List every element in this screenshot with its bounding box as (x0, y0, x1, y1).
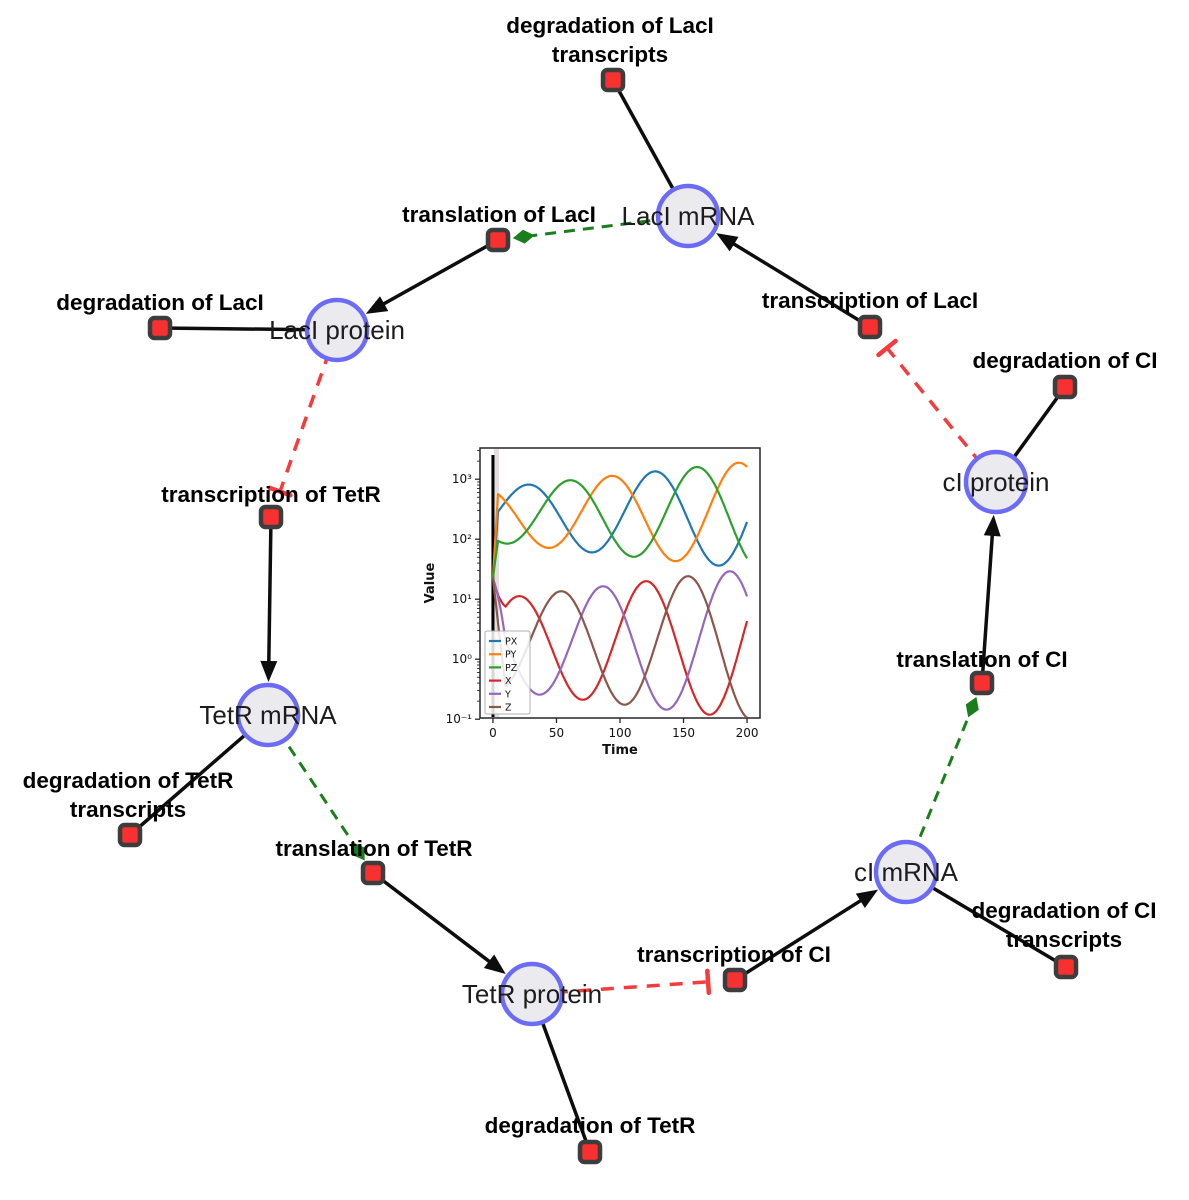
reaction-node-translation-laci[interactable] (485, 227, 511, 253)
edge-laci-mrna-translation-laci-diamond-head (512, 229, 535, 244)
reaction-label-deg-tetr: degradation of TetR (485, 1113, 696, 1138)
legend-entry-PZ: PZ (505, 663, 518, 674)
labels-layer: degradation of LacI transcripts translatio… (23, 13, 1158, 1138)
legend-entry-PY: PY (505, 650, 517, 661)
series-curve-PY (491, 461, 748, 579)
edge-transcription-laci-laci-mrna-line (722, 236, 872, 329)
edge-transcription-tetr-tetr-mrna-line (266, 515, 273, 675)
reaction-label-translation-ci: translation of CI (896, 647, 1067, 672)
y-tick-label: 10² (452, 532, 472, 546)
series-curve-PX (491, 470, 749, 579)
reaction-label-transcription-tetr: transcription of TetR (161, 482, 381, 507)
legend-entry-Y: Y (504, 689, 511, 700)
species-node-tetr-mrna[interactable] (235, 682, 301, 748)
reaction-node-transcription-tetr[interactable] (258, 504, 284, 530)
species-label-ci-mrna: cI mRNA (854, 857, 959, 887)
edge-transcription-ci-ci-mrna-arrowhead (855, 889, 879, 909)
reaction-label-deg-laci: degradation of LacI (56, 290, 264, 315)
edge-tetr-protein-transcription-ci-tbar-head (705, 968, 712, 996)
reaction-node-translation-tetr[interactable] (360, 860, 386, 886)
x-tick-label: 200 (736, 726, 759, 740)
series-curve-X (491, 577, 749, 716)
reaction-label-deg-ci: degradation of CI (973, 348, 1158, 373)
reaction-label-transcription-laci: transcription of LacI (762, 288, 978, 313)
edge-transcription-laci-laci-mrna-arrowhead (716, 233, 739, 252)
species-label-laci-mrna: LacI mRNA (622, 201, 756, 231)
series-curve-Y (491, 570, 749, 711)
x-tick-label: 50 (549, 726, 564, 740)
reaction-node-deg-laci-transcripts[interactable] (600, 67, 626, 93)
edge-ci-mrna-translation-ci-diamond-head (965, 696, 979, 718)
reaction-node-deg-laci[interactable] (147, 315, 173, 341)
edge-transcription-ci-ci-mrna-line (733, 892, 873, 982)
edge-translation-laci-laci-protein-line (371, 238, 500, 312)
edge-ci-protein-transcription-laci-tbar-head (876, 338, 898, 358)
legend-entry-Z: Z (505, 703, 512, 714)
y-tick-label: 10¹ (452, 592, 472, 606)
legend-entry-PX: PX (505, 637, 518, 648)
edge-tetr-mrna-translation-tetr-diamond-head (352, 842, 365, 861)
edge-transcription-laci-laci-mrna (716, 233, 872, 329)
series-curves (491, 461, 749, 718)
reaction-label-deg-laci-transcripts: degradation of LacI transcripts (506, 13, 714, 67)
legend: PX PY PZ XYZ (484, 630, 531, 715)
reaction-label-deg-tetr-transcripts: degradation of TetR transcripts (23, 768, 234, 822)
y-axis-label: Value (423, 562, 438, 603)
edge-translation-tetr-tetr-protein-arrowhead (483, 954, 506, 975)
edge-translation-tetr-tetr-protein (371, 871, 506, 975)
edge-translation-ci-ci-protein-arrowhead (983, 514, 1001, 537)
reaction-node-translation-ci[interactable] (969, 670, 995, 696)
x-tick-label: 100 (609, 726, 632, 740)
species-label-tetr-protein: TetR protein (462, 979, 602, 1009)
edge-transcription-tetr-tetr-mrna (260, 515, 278, 683)
species-node-tetr-protein[interactable] (499, 961, 565, 1027)
species-node-laci-mrna[interactable] (655, 183, 721, 249)
edge-transcription-ci-ci-mrna (733, 889, 879, 982)
species-label-tetr-mrna: TetR mRNA (199, 700, 337, 730)
series-curve-Z (491, 575, 748, 718)
edge-transcription-tetr-tetr-mrna-arrowhead (260, 660, 278, 683)
edge-translation-laci-laci-protein-arrowhead (365, 296, 389, 314)
x-tick-label: 150 (672, 726, 695, 740)
reaction-node-deg-tetr-transcripts[interactable] (117, 822, 143, 848)
y-tick-label: 10⁰ (452, 652, 472, 666)
edge-translation-tetr-tetr-protein-line (371, 871, 501, 971)
reaction-node-deg-ci-transcripts[interactable] (1053, 954, 1079, 980)
edge-laci-protein-transcription-tetr-tbar-head (267, 485, 293, 498)
nodes-layer (117, 67, 1079, 1165)
species-label-laci-protein: LacI protein (269, 315, 405, 345)
reaction-label-translation-laci: translation of LacI (402, 202, 596, 227)
x-axis-label: Time (602, 743, 638, 758)
reaction-node-transcription-laci[interactable] (857, 314, 883, 340)
edge-translation-ci-ci-protein (980, 514, 1001, 685)
species-label-ci-protein: cI protein (943, 467, 1050, 497)
transient-band (493, 449, 499, 717)
reaction-label-translation-tetr: translation of TetR (275, 836, 472, 861)
species-node-ci-mrna[interactable] (873, 839, 939, 905)
simulation-inset-plot: 0 50 100 150 20010³10²10¹10⁰10⁻¹TimeValuePXP… (420, 432, 778, 766)
species-node-laci-protein[interactable] (304, 297, 370, 363)
species-node-ci-protein[interactable] (963, 449, 1029, 515)
reaction-node-deg-tetr[interactable] (577, 1139, 603, 1165)
reaction-label-deg-ci-transcripts: degradation of CI transcripts (972, 898, 1157, 952)
legend-entry-X: X (505, 676, 512, 687)
reaction-node-deg-ci[interactable] (1052, 374, 1078, 400)
edge-translation-laci-laci-protein (365, 238, 500, 314)
x-tick-label: 0 (489, 726, 497, 740)
y-tick-label: 10³ (452, 472, 472, 486)
edge-translation-ci-ci-protein-line (980, 522, 995, 685)
reaction-label-transcription-ci: transcription of CI (637, 942, 831, 967)
y-tick-label: 10⁻¹ (446, 712, 473, 726)
reaction-node-transcription-ci[interactable] (722, 967, 748, 993)
series-curve-PZ (491, 465, 748, 579)
